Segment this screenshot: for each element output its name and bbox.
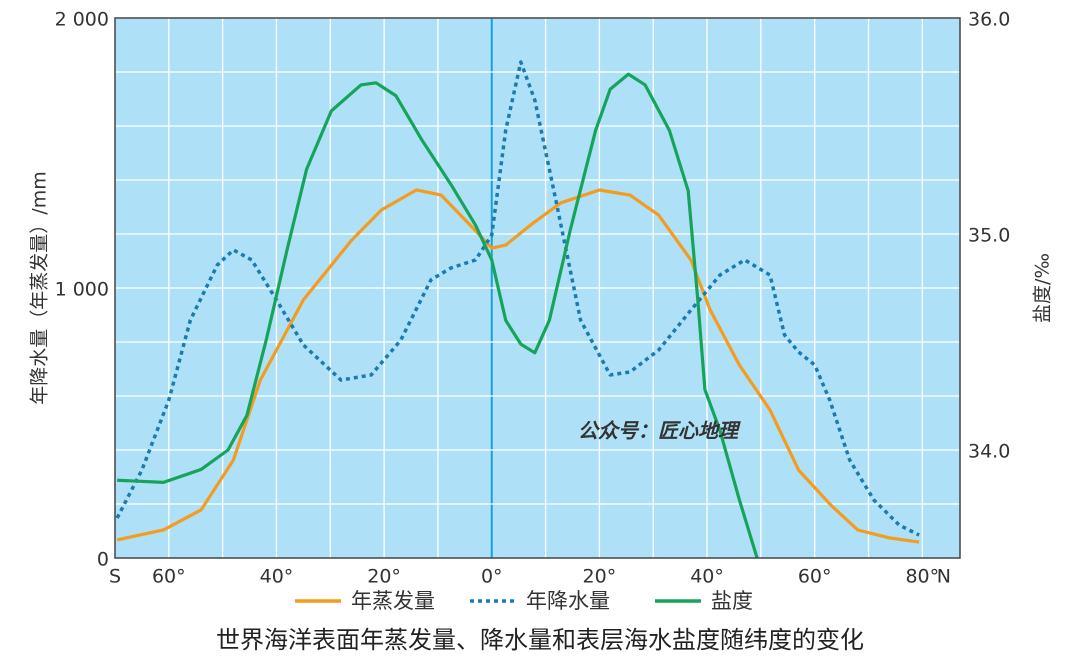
y-tick-label: 1 000 — [55, 279, 109, 301]
x-tick-label: 40° — [690, 566, 724, 588]
y2-tick-label: 36.0 — [968, 9, 1010, 31]
series-line — [117, 72, 759, 559]
y-tick-label: 2 000 — [55, 9, 109, 31]
series-line — [115, 60, 920, 537]
x-tick-label: 0° — [481, 566, 503, 588]
legend-label: 年降水量 — [526, 589, 610, 613]
x-tick-label: 80° — [905, 566, 939, 588]
watermark: 公众号：匠心地理 — [578, 419, 741, 443]
legend-label: 年蒸发量 — [351, 589, 435, 613]
y2-tick-label: 35.0 — [968, 225, 1010, 247]
x-tick-label: N — [937, 566, 951, 588]
y-tick-label: 0 — [97, 549, 109, 571]
y2-axis-label: 盐度/‰ — [1032, 253, 1054, 323]
y2-tick-label: 34.0 — [968, 441, 1010, 463]
y-axis-label: 年降水量（年蒸发量）/mm — [29, 171, 51, 404]
x-tick-label: 60° — [152, 566, 186, 588]
x-tick-label: S — [109, 566, 121, 588]
plot-border — [114, 17, 961, 559]
legend-label: 盐度 — [711, 589, 753, 613]
x-tick-label: 20° — [583, 566, 617, 588]
chart-title: 世界海洋表面年蒸发量、降水量和表层海水盐度随纬度的变化 — [216, 626, 864, 654]
x-tick-label: 20° — [367, 566, 401, 588]
x-tick-label: 40° — [260, 566, 294, 588]
x-tick-label: 60° — [798, 566, 832, 588]
series-line — [116, 188, 920, 544]
